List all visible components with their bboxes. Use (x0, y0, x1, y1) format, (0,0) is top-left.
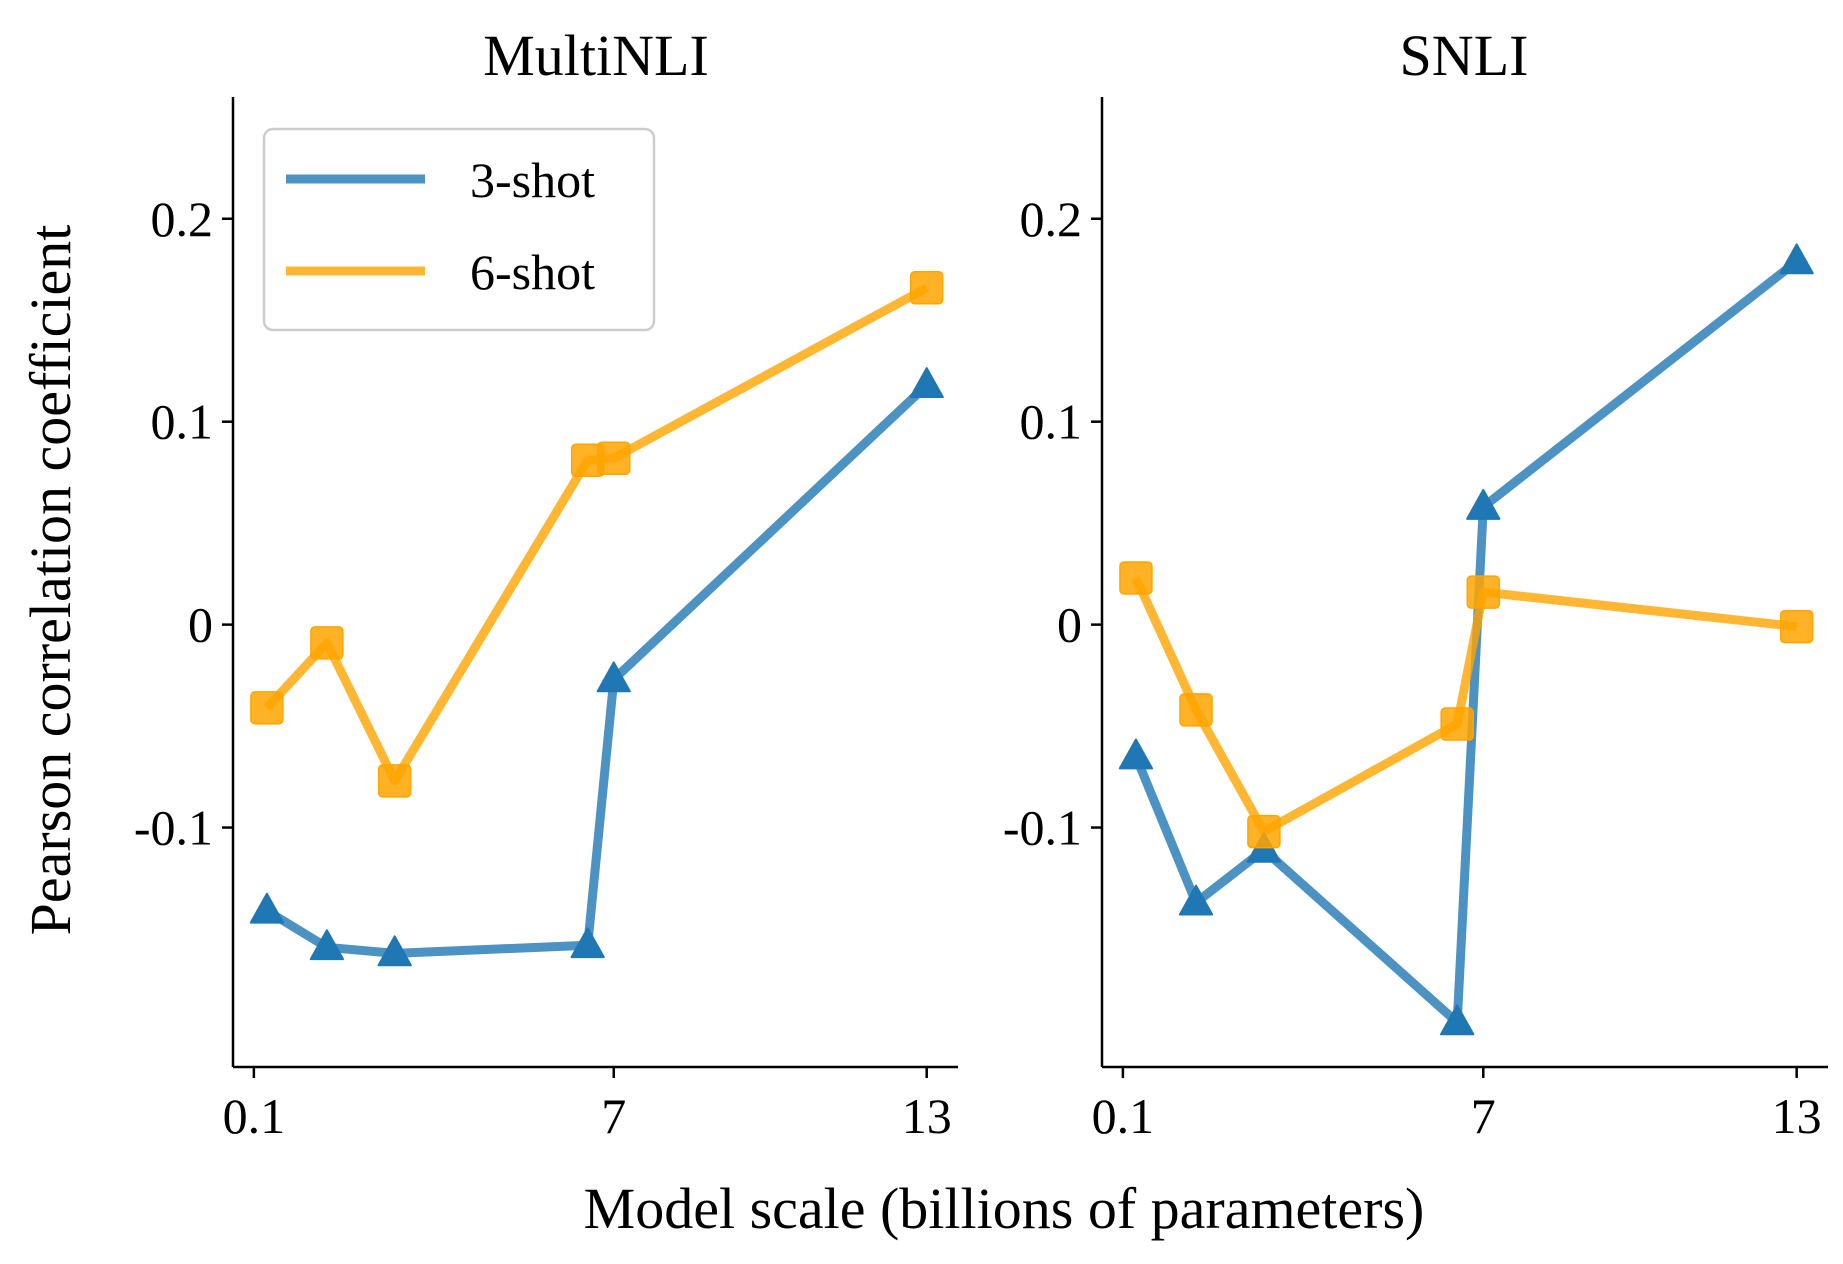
tick-group: -0.1 0 0.1 0.2 0.1 7 13 (134, 191, 952, 1144)
data-point-6-shot (310, 626, 344, 660)
y-tick-label: -0.1 (134, 800, 213, 856)
panel-title: SNLI (1400, 23, 1529, 88)
plot-area (1118, 243, 1814, 1036)
series-line-3-shot (264, 381, 930, 958)
y-axis-label: Pearson correlation coefficient (18, 225, 83, 936)
data-point-3-shot (249, 892, 285, 924)
series-line-3-shot (1131, 257, 1800, 1027)
data-point-6-shot (1466, 575, 1501, 609)
panel-snli: SNLI -0.1 0 0.1 0.2 0.1 7 13 (1003, 23, 1828, 1144)
y-tick-label: 0 (1057, 597, 1082, 653)
legend-frame (262, 127, 656, 332)
x-axis-label: Model scale (billions of parameters) (584, 1176, 1425, 1241)
data-point-3-shot (570, 927, 605, 959)
data-point-6-shot (1440, 707, 1474, 741)
data-point-6-shot (377, 764, 412, 798)
data-point-6-shot (1247, 814, 1281, 849)
legend: 3-shot 6-shot (262, 127, 656, 332)
series-line-6-shot (263, 283, 929, 786)
y-tick-label: 0.2 (151, 191, 214, 247)
x-tick-label: 13 (1772, 1088, 1822, 1144)
data-point-6-shot (250, 691, 284, 725)
data-point-6-shot (1119, 561, 1153, 595)
legend-label-3-shot: 3-shot (470, 152, 595, 208)
y-tick-label: -0.1 (1003, 800, 1082, 856)
data-point-3-shot (596, 661, 631, 693)
data-point-3-shot (1466, 488, 1501, 520)
data-point-3-shot (1779, 243, 1814, 275)
data-point-3-shot (1118, 738, 1154, 770)
data-point-3-shot (309, 929, 345, 961)
data-point-6-shot (1179, 693, 1213, 727)
spines (1100, 97, 1828, 1069)
data-point-6-shot (909, 271, 944, 305)
x-tick-label: 7 (1471, 1088, 1496, 1144)
data-point-3-shot (909, 367, 944, 399)
data-point-6-shot (597, 441, 631, 475)
y-tick-label: 0.1 (1020, 394, 1083, 450)
data-point-3-shot (1440, 1004, 1475, 1036)
series-line-6-shot (1131, 576, 1798, 837)
y-tick-label: 0.2 (1020, 191, 1083, 247)
panel-multinli: MultiNLI -0.1 0 0.1 0.2 0.1 7 13 (134, 23, 958, 1144)
x-tick-label: 13 (902, 1088, 952, 1144)
plot-area (249, 271, 944, 967)
y-tick-label: 0.1 (151, 394, 214, 450)
panel-title: MultiNLI (483, 23, 709, 88)
x-tick-label: 0.1 (1092, 1088, 1155, 1144)
x-tick-label: 7 (601, 1088, 626, 1144)
data-point-3-shot (1178, 884, 1214, 916)
data-point-3-shot (377, 935, 412, 967)
x-tick-label: 0.1 (223, 1088, 286, 1144)
spines (231, 97, 958, 1069)
y-tick-label: 0 (188, 597, 213, 653)
legend-label-6-shot: 6-shot (470, 244, 595, 300)
data-point-6-shot (1779, 609, 1814, 644)
tick-group: -0.1 0 0.1 0.2 0.1 7 13 (1003, 191, 1822, 1144)
